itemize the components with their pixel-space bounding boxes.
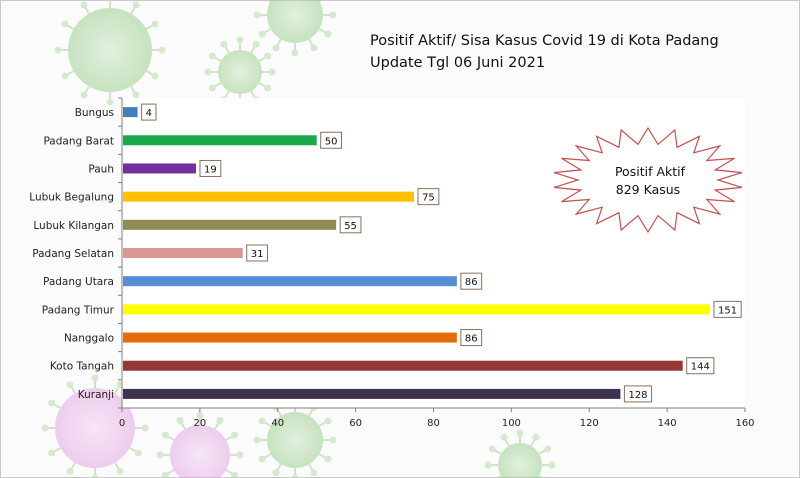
badge-star-shape <box>553 126 743 234</box>
badge-line1: Positif Aktif <box>615 164 686 179</box>
virus-decoration <box>253 398 337 478</box>
bar <box>123 332 457 343</box>
virus-decoration <box>484 429 556 478</box>
data-label: 86 <box>465 334 478 345</box>
x-tick-label: 0 <box>119 418 125 429</box>
category-label: Padang Utara <box>43 276 114 288</box>
data-label-box <box>460 329 483 347</box>
bar <box>123 191 415 202</box>
badge-line2: 829 Kasus <box>616 182 680 197</box>
x-tick-label: 160 <box>735 418 754 429</box>
category-label: Kuranji <box>78 389 114 401</box>
data-label: 50 <box>325 136 338 147</box>
bar <box>123 135 317 146</box>
category-label: Padang Barat <box>43 135 114 147</box>
data-label: 144 <box>691 362 710 373</box>
data-label-box <box>623 385 653 403</box>
bar <box>123 360 683 371</box>
data-label-box <box>713 300 742 318</box>
category-label: Bungus <box>75 107 114 119</box>
bar <box>123 219 337 230</box>
x-tick-label: 40 <box>271 418 284 429</box>
axes: 0 20 40 60 80 100 120 140 160 <box>118 97 755 429</box>
category-label: Nanggalo <box>64 333 114 345</box>
x-tick-label: 120 <box>580 418 599 429</box>
data-label-box <box>199 159 222 177</box>
category-label: Padang Timur <box>42 304 115 316</box>
title-line-1: Positif Aktif/ Sisa Kasus Covid 19 di Ko… <box>370 33 719 49</box>
virus-decoration <box>156 411 244 478</box>
data-label: 4 <box>146 108 152 119</box>
title-line-2: Update Tgl 06 Juni 2021 <box>370 55 546 71</box>
data-label: 128 <box>628 390 647 401</box>
bar-series: Bungus 4 Padang Barat 50 Pauh 19 Lubuk Begalun… <box>29 103 742 403</box>
data-label: 31 <box>251 249 264 260</box>
category-label: Koto Tangah <box>50 361 114 373</box>
data-label-box <box>320 131 342 149</box>
data-label: 86 <box>465 277 478 288</box>
category-label: Padang Selatan <box>32 248 114 260</box>
x-tick-label: 140 <box>658 418 677 429</box>
chart-title: Positif Aktif/ Sisa Kasus Covid 19 di Ko… <box>370 30 770 74</box>
bar <box>123 107 138 118</box>
x-tick-label: 80 <box>427 418 440 429</box>
data-label-box <box>460 272 483 290</box>
category-label: Pauh <box>88 163 114 175</box>
data-label: 151 <box>718 305 737 316</box>
virus-decoration <box>54 0 166 106</box>
virus-decoration <box>204 36 276 108</box>
x-tick-label: 60 <box>349 418 362 429</box>
data-label-box <box>141 103 157 121</box>
data-label-box <box>246 244 269 262</box>
virus-decoration <box>253 0 337 57</box>
data-label-box <box>417 188 440 206</box>
category-label: Lubuk Begalung <box>29 192 114 204</box>
category-label: Lubuk Kilangan <box>33 220 114 232</box>
bar <box>123 163 196 174</box>
data-label: 19 <box>204 164 217 175</box>
data-label-box <box>339 216 362 234</box>
bar <box>123 388 621 399</box>
data-label: 55 <box>344 221 357 232</box>
x-tick-label: 100 <box>502 418 521 429</box>
total-badge: Positif Aktif 829 Kasus <box>553 126 743 234</box>
data-label-box <box>686 357 715 375</box>
data-label: 75 <box>422 193 435 204</box>
bar <box>123 248 243 258</box>
bar <box>123 304 710 315</box>
bar <box>123 276 457 287</box>
x-tick-label: 20 <box>194 418 207 429</box>
